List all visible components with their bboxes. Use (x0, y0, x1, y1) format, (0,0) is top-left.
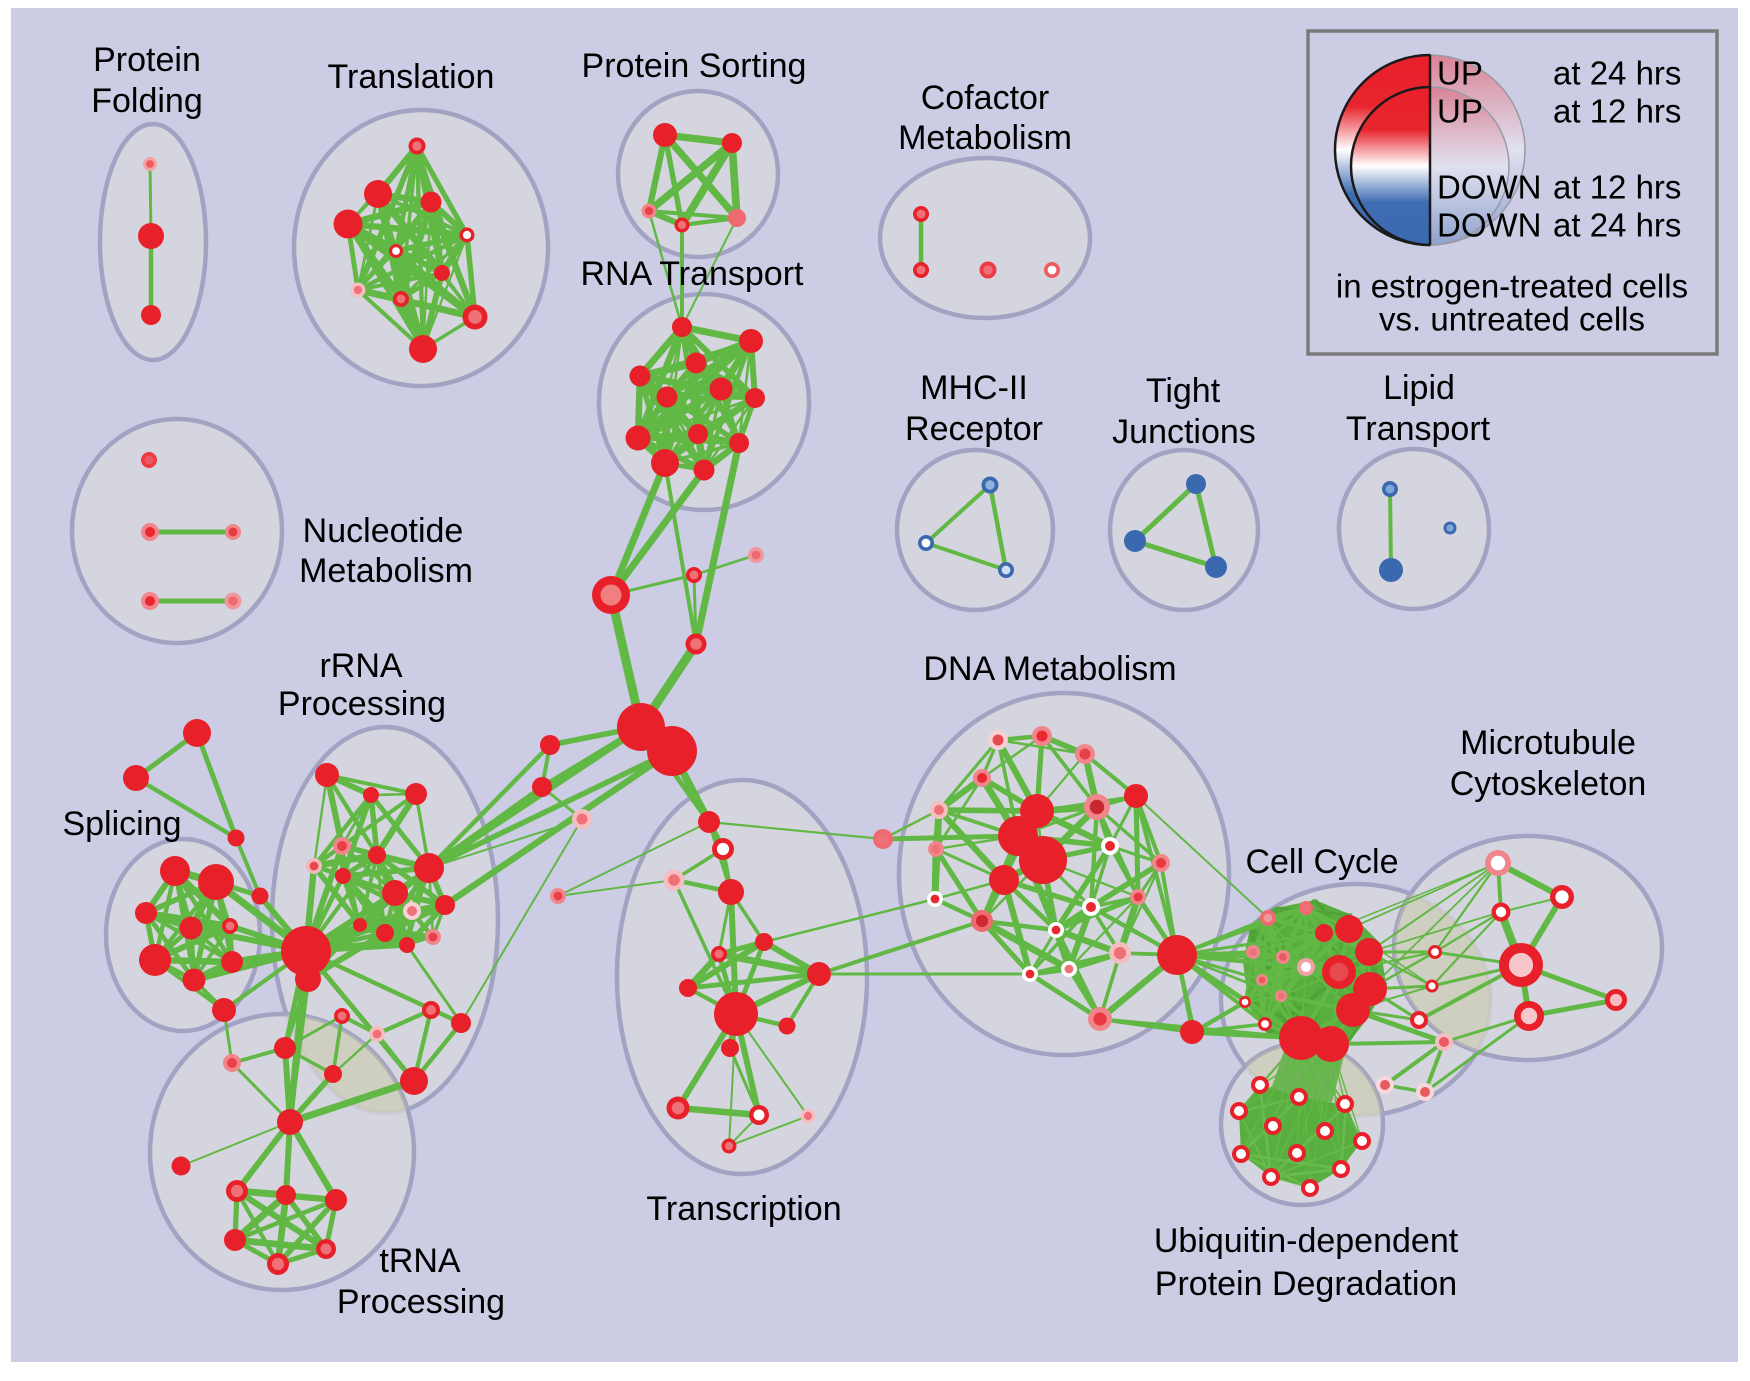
svg-text:Cofactor: Cofactor (921, 79, 1050, 117)
svg-text:UP: UP (1437, 55, 1483, 92)
svg-text:UP: UP (1437, 93, 1483, 130)
svg-text:at 12 hrs: at 12 hrs (1553, 93, 1681, 130)
svg-text:DNA Metabolism: DNA Metabolism (923, 650, 1176, 688)
svg-text:Splicing: Splicing (62, 805, 181, 843)
svg-text:Protein Sorting: Protein Sorting (582, 47, 807, 85)
svg-text:vs. untreated cells: vs. untreated cells (1379, 301, 1645, 338)
svg-text:Metabolism: Metabolism (898, 119, 1072, 157)
svg-text:rRNA: rRNA (319, 647, 402, 685)
svg-text:DOWN: DOWN (1437, 169, 1541, 206)
svg-text:at 24 hrs: at 24 hrs (1553, 55, 1681, 92)
svg-text:Transcription: Transcription (646, 1190, 841, 1228)
svg-text:Receptor: Receptor (905, 410, 1043, 448)
svg-text:Cell Cycle: Cell Cycle (1245, 843, 1398, 881)
svg-text:Protein: Protein (93, 41, 201, 79)
svg-text:Folding: Folding (91, 82, 203, 120)
svg-text:tRNA: tRNA (379, 1242, 461, 1280)
svg-text:Cytoskeleton: Cytoskeleton (1450, 765, 1647, 803)
svg-text:Metabolism: Metabolism (299, 552, 473, 590)
svg-text:at 12 hrs: at 12 hrs (1553, 169, 1681, 206)
svg-text:Transport: Transport (1346, 410, 1491, 448)
svg-text:MHC-II: MHC-II (920, 369, 1028, 407)
svg-text:Microtubule: Microtubule (1460, 724, 1636, 762)
svg-text:Processing: Processing (278, 685, 446, 723)
svg-text:Lipid: Lipid (1383, 369, 1455, 407)
svg-text:Processing: Processing (337, 1283, 505, 1321)
svg-text:Protein Degradation: Protein Degradation (1155, 1265, 1457, 1303)
svg-text:in estrogen-treated cells: in estrogen-treated cells (1336, 268, 1688, 305)
svg-text:RNA Transport: RNA Transport (581, 255, 805, 293)
svg-text:Translation: Translation (328, 58, 495, 96)
svg-text:Junctions: Junctions (1112, 413, 1256, 451)
svg-text:DOWN: DOWN (1437, 207, 1541, 244)
svg-text:Tight: Tight (1146, 372, 1221, 410)
svg-text:Nucleotide: Nucleotide (303, 512, 464, 550)
svg-text:at 24 hrs: at 24 hrs (1553, 207, 1681, 244)
svg-text:Ubiquitin-dependent: Ubiquitin-dependent (1154, 1222, 1459, 1260)
